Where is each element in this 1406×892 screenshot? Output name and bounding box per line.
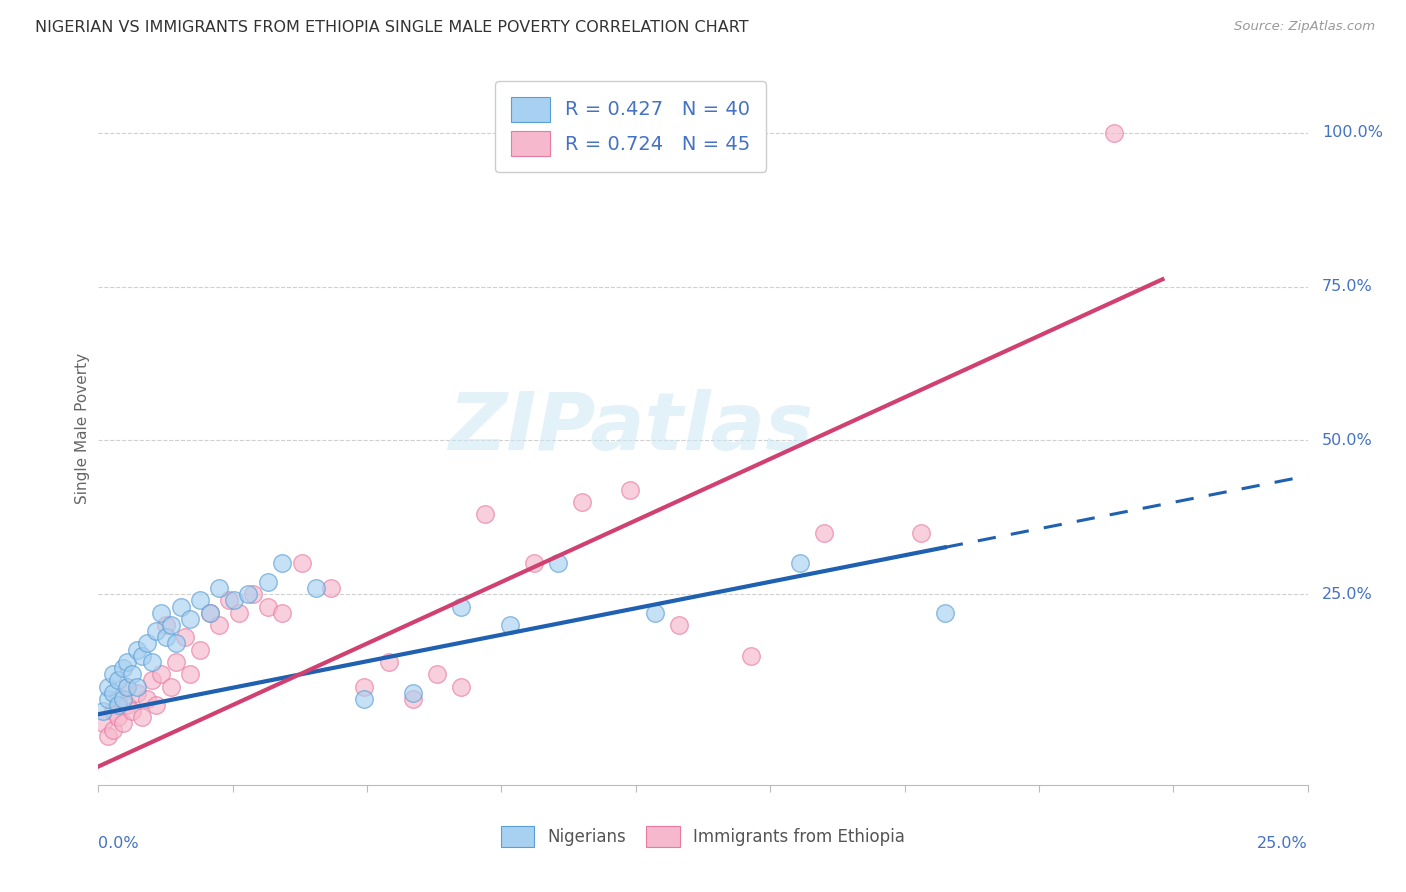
Point [127, 686, 149, 700]
Point [179, 667, 201, 681]
Point [91, 716, 114, 731]
Point [290, 557, 312, 571]
Point [117, 698, 139, 712]
Text: 75.0%: 75.0% [1322, 279, 1372, 294]
Point [131, 710, 153, 724]
Point [101, 667, 124, 681]
Point [402, 691, 425, 706]
Text: Source: ZipAtlas.com: Source: ZipAtlas.com [1234, 20, 1375, 33]
Point [145, 624, 167, 639]
Point [179, 612, 201, 626]
Text: ZIPatlas: ZIPatlas [449, 389, 813, 467]
Point [198, 606, 221, 620]
Point [117, 680, 139, 694]
Point [208, 581, 231, 595]
Text: 25.0%: 25.0% [1322, 587, 1372, 602]
Point [450, 599, 472, 614]
Point [934, 606, 956, 620]
Point [127, 680, 149, 694]
Point [619, 483, 641, 497]
Point [150, 606, 173, 620]
Point [97, 691, 120, 706]
Point [353, 680, 375, 694]
Point [107, 691, 129, 706]
Point [402, 686, 425, 700]
Point [97, 680, 120, 694]
Text: 50.0%: 50.0% [1322, 433, 1372, 448]
Point [523, 557, 546, 571]
Point [121, 667, 143, 681]
Point [208, 618, 231, 632]
Point [117, 680, 139, 694]
Point [571, 495, 593, 509]
Point [165, 655, 187, 669]
Point [910, 525, 932, 540]
Point [160, 680, 183, 694]
Point [789, 557, 811, 571]
Point [547, 557, 569, 571]
Point [131, 648, 153, 663]
Point [256, 574, 278, 589]
Point [111, 716, 134, 731]
Point [188, 642, 211, 657]
Point [155, 618, 177, 632]
Y-axis label: Single Male Poverty: Single Male Poverty [75, 352, 90, 504]
Point [111, 691, 134, 706]
Point [498, 618, 520, 632]
Point [160, 618, 183, 632]
Point [169, 599, 191, 614]
Point [188, 593, 211, 607]
Point [107, 698, 129, 712]
Point [450, 680, 472, 694]
Point [218, 593, 240, 607]
Point [101, 686, 124, 700]
Point [377, 655, 399, 669]
Point [145, 698, 167, 712]
Point [127, 642, 149, 657]
Point [426, 667, 449, 681]
Point [222, 593, 245, 607]
Point [101, 723, 124, 737]
Point [165, 636, 187, 650]
Point [1102, 126, 1125, 140]
Point [668, 618, 690, 632]
Point [353, 691, 375, 706]
Point [135, 636, 157, 650]
Point [155, 630, 177, 644]
Point [271, 606, 294, 620]
Point [644, 606, 666, 620]
Point [107, 710, 129, 724]
Point [135, 691, 157, 706]
Point [141, 655, 163, 669]
Point [271, 557, 294, 571]
Point [228, 606, 250, 620]
Point [813, 525, 835, 540]
Text: NIGERIAN VS IMMIGRANTS FROM ETHIOPIA SINGLE MALE POVERTY CORRELATION CHART: NIGERIAN VS IMMIGRANTS FROM ETHIOPIA SIN… [35, 20, 749, 35]
Point [238, 587, 260, 601]
Point [117, 655, 139, 669]
Point [319, 581, 342, 595]
Point [474, 508, 496, 522]
Point [305, 581, 328, 595]
Point [107, 673, 129, 688]
Point [111, 661, 134, 675]
Point [141, 673, 163, 688]
Point [256, 599, 278, 614]
Point [174, 630, 197, 644]
Text: 100.0%: 100.0% [1322, 126, 1384, 140]
Legend: Nigerians, Immigrants from Ethiopia: Nigerians, Immigrants from Ethiopia [492, 818, 914, 855]
Point [91, 704, 114, 718]
Point [101, 704, 124, 718]
Point [242, 587, 264, 601]
Text: 0.0%: 0.0% [98, 837, 139, 851]
Point [97, 729, 120, 743]
Point [740, 648, 762, 663]
Point [198, 606, 221, 620]
Text: 25.0%: 25.0% [1257, 837, 1308, 851]
Point [150, 667, 173, 681]
Point [121, 704, 143, 718]
